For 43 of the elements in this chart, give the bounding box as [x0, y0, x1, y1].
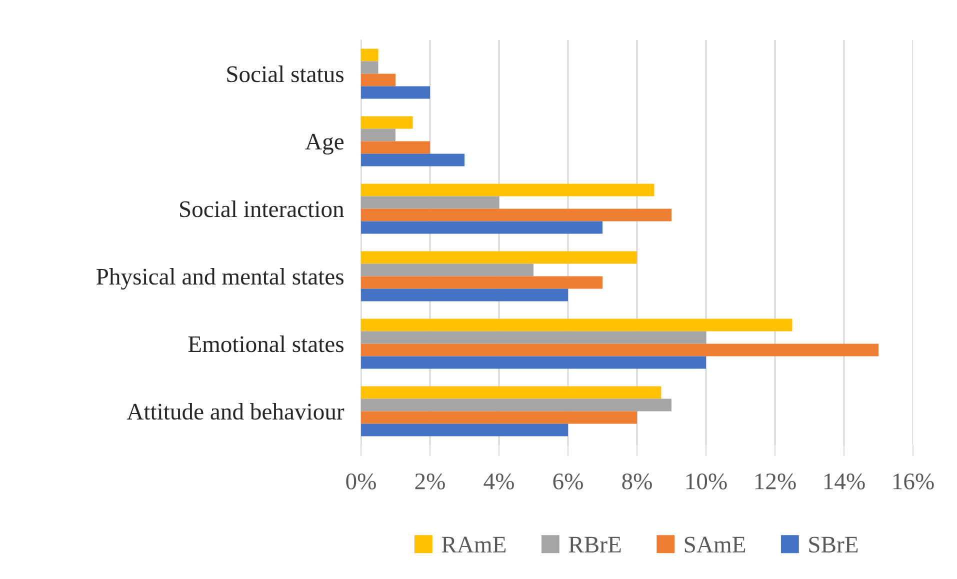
bar: [361, 251, 637, 264]
legend-label: SBrE: [809, 536, 858, 553]
bar: [361, 318, 792, 332]
x-tick-label: 14%: [824, 473, 865, 490]
bar: [361, 208, 672, 222]
legend-label: SAmE: [684, 536, 746, 553]
bar: [361, 86, 430, 99]
bar: [361, 48, 378, 62]
bar: [361, 411, 637, 424]
bar: [361, 221, 602, 234]
bar: [361, 424, 568, 436]
bar: [361, 398, 672, 412]
x-tick-label: 0%: [346, 473, 376, 490]
bar: [361, 264, 534, 276]
y-tick-label: Age: [305, 134, 344, 155]
x-tick-label: 16%: [893, 473, 934, 490]
bar: [361, 154, 464, 166]
y-tick-label: Social status: [227, 66, 344, 82]
legend-label: RBrE: [568, 536, 621, 552]
x-tick-label: 10%: [686, 473, 727, 490]
bar: [361, 386, 662, 399]
bar: [361, 288, 568, 302]
x-tick-label: 8%: [622, 473, 652, 490]
bar: [361, 276, 602, 289]
x-tick-label: 4%: [484, 473, 514, 490]
bar: [361, 61, 378, 74]
y-tick-label: Emotional states: [188, 336, 344, 352]
bar: [361, 344, 878, 356]
bar: [361, 128, 396, 142]
bar: [361, 116, 413, 129]
y-tick-label: Social interaction: [180, 200, 344, 218]
x-tick-label: 6%: [553, 473, 583, 490]
bar: [361, 141, 430, 154]
x-tick-label: 2%: [415, 473, 445, 490]
x-tick-label: 12%: [755, 473, 796, 490]
bar: [361, 331, 706, 344]
bar: [361, 356, 706, 369]
y-tick-label: Attitude and behaviour: [126, 403, 344, 420]
y-tick-label: Physical and mental states: [96, 268, 344, 290]
bar: [361, 196, 499, 209]
bar: [361, 74, 396, 86]
legend-label: RAmE: [442, 536, 506, 552]
bar: [361, 184, 654, 196]
